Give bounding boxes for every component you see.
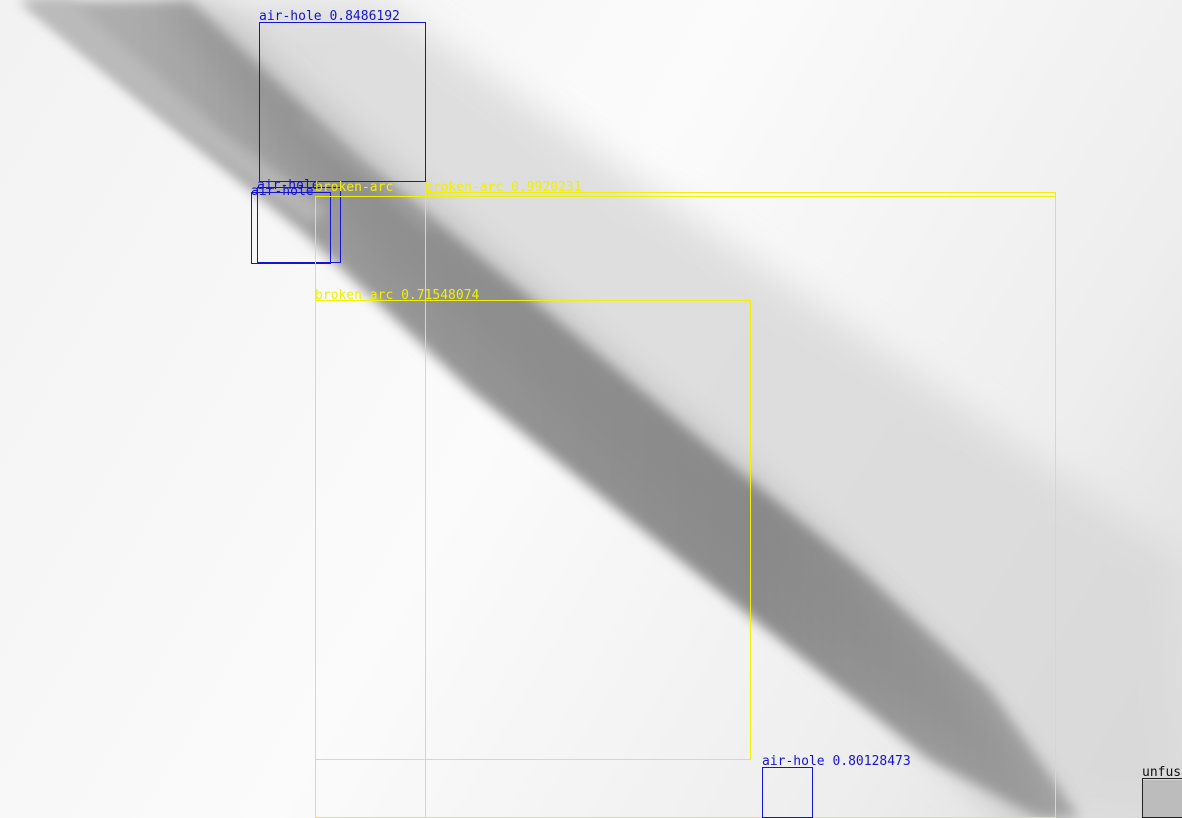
unfused-box [1142, 778, 1182, 818]
air-hole-label-4: air-hole 0.80128473 [762, 754, 911, 769]
broken-arc-label-1: broken-arc 0.9920231 [425, 180, 582, 195]
air-hole-box-4 [762, 767, 813, 818]
air-hole-label-1: air-hole 0.8486192 [259, 9, 400, 24]
air-hole-label-3: air-hole [257, 178, 320, 193]
air-hole-box-1 [259, 22, 426, 182]
broken-arc-label-3: broken-arc [315, 180, 394, 195]
broken-arc-label-2: broken-arc 0.71548074 [315, 288, 480, 303]
unfused-label: unfus [1142, 765, 1182, 780]
air-hole-box-2 [251, 192, 331, 264]
air-hole-box-3 [257, 187, 341, 263]
air-hole-label-2: air-hole [251, 184, 314, 199]
